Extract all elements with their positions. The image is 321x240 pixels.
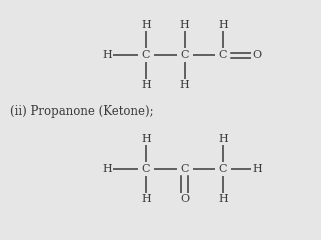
Text: C: C bbox=[142, 50, 150, 60]
Text: H: H bbox=[141, 194, 151, 204]
Text: H: H bbox=[103, 164, 112, 174]
Text: H: H bbox=[141, 134, 151, 144]
Text: H: H bbox=[141, 20, 151, 30]
Text: C: C bbox=[142, 164, 150, 174]
Text: H: H bbox=[252, 164, 262, 174]
Text: H: H bbox=[103, 50, 112, 60]
Text: H: H bbox=[141, 80, 151, 90]
Text: (ii) Propanone (Ketone);: (ii) Propanone (Ketone); bbox=[10, 105, 153, 118]
Text: H: H bbox=[218, 194, 228, 204]
Text: H: H bbox=[180, 20, 189, 30]
Text: O: O bbox=[252, 50, 261, 60]
Text: C: C bbox=[219, 50, 227, 60]
Text: H: H bbox=[180, 80, 189, 90]
Text: O: O bbox=[180, 194, 189, 204]
Text: C: C bbox=[180, 50, 189, 60]
Text: C: C bbox=[180, 164, 189, 174]
Text: H: H bbox=[218, 20, 228, 30]
Text: H: H bbox=[218, 134, 228, 144]
Text: C: C bbox=[219, 164, 227, 174]
